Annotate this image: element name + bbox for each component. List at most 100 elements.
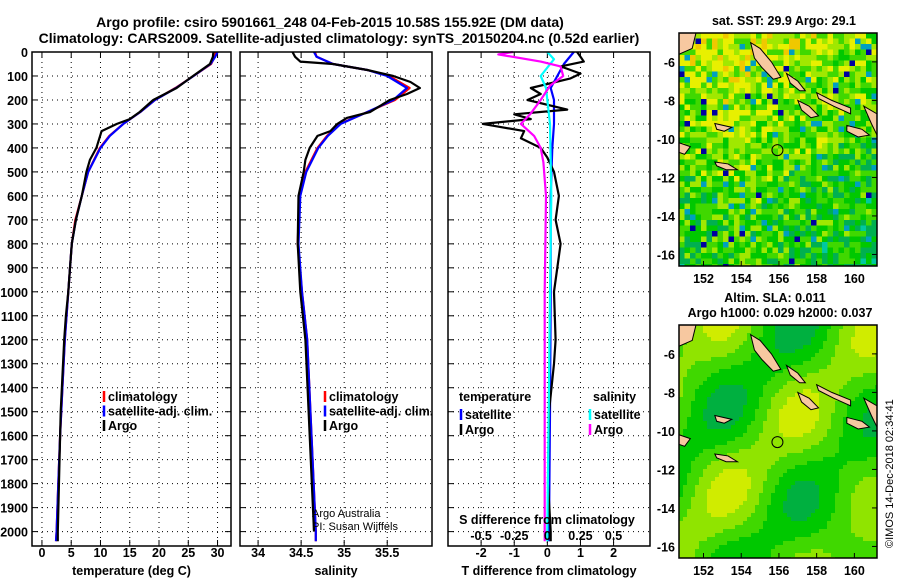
- map-cell: [794, 77, 800, 83]
- map-cell: [707, 461, 711, 465]
- map-cell: [739, 247, 745, 253]
- map-cell: [778, 159, 784, 165]
- map-cell: [863, 441, 867, 445]
- map-cell: [838, 176, 844, 182]
- map-cell: [803, 441, 807, 445]
- map-cell: [687, 473, 691, 477]
- map-cell: [728, 115, 734, 121]
- map-cell: [787, 433, 791, 437]
- map-cell: [706, 126, 712, 132]
- x-tick-label: 5: [68, 546, 75, 560]
- map-cell: [711, 393, 715, 397]
- map-cell: [871, 49, 877, 55]
- map-cell: [783, 93, 789, 99]
- map-cell: [743, 449, 747, 453]
- map-cell: [855, 121, 861, 127]
- map-cell: [794, 104, 800, 110]
- map-cell: [838, 170, 844, 176]
- map-cell: [807, 385, 811, 389]
- map-cell: [739, 529, 743, 533]
- map-cell: [855, 453, 859, 457]
- map-cell: [783, 325, 787, 329]
- map-cell: [827, 242, 833, 248]
- map-cell: [750, 187, 756, 193]
- map-cell: [771, 405, 775, 409]
- map-cell: [831, 513, 835, 517]
- map-cell: [791, 549, 795, 553]
- map-cell: [789, 60, 795, 66]
- map-cell: [851, 345, 855, 349]
- map-cell: [803, 429, 807, 433]
- map-cell: [712, 126, 718, 132]
- map-cell: [711, 349, 715, 353]
- map-cell: [715, 365, 719, 369]
- map-cell: [827, 493, 831, 497]
- map-cell: [763, 537, 767, 541]
- map-cell: [750, 214, 756, 220]
- map-cell: [795, 413, 799, 417]
- map-cell: [715, 421, 719, 425]
- map-cell: [751, 517, 755, 521]
- map-cell: [778, 181, 784, 187]
- map-cell: [712, 110, 718, 116]
- map-cell: [835, 345, 839, 349]
- map-cell: [756, 137, 762, 143]
- map-cell: [775, 393, 779, 397]
- map-cell: [778, 44, 784, 50]
- map-cell: [867, 381, 871, 385]
- map-cell: [775, 457, 779, 461]
- map-cell: [839, 373, 843, 377]
- map-cell: [823, 461, 827, 465]
- map-cell: [867, 549, 871, 553]
- map-cell: [787, 361, 791, 365]
- map-cell: [860, 115, 866, 121]
- map-cell: [816, 33, 822, 39]
- map-cell: [723, 477, 727, 481]
- map-cell: [819, 433, 823, 437]
- map-cell: [871, 176, 877, 182]
- map-cell: [833, 82, 839, 88]
- map-cell: [787, 533, 791, 537]
- map-cell: [811, 377, 815, 381]
- map-cell: [863, 329, 867, 333]
- series-line-temperature-satellite: [547, 51, 575, 542]
- map-cell: [815, 421, 819, 425]
- map-cell: [791, 481, 795, 485]
- map-cell: [715, 325, 719, 329]
- map-cell: [851, 329, 855, 333]
- map-cell: [763, 509, 767, 513]
- map-cell: [695, 203, 701, 209]
- lon-tick-label: 152: [693, 272, 714, 286]
- map-cell: [739, 71, 745, 77]
- lon-tick-label: 160: [844, 272, 865, 286]
- map-cell: [803, 333, 807, 337]
- map-cell: [827, 132, 833, 138]
- map-cell: [778, 242, 784, 248]
- map-cell: [779, 449, 783, 453]
- map-cell: [679, 505, 683, 509]
- map-cell: [687, 513, 691, 517]
- map-cell: [695, 397, 699, 401]
- map-cell: [866, 55, 872, 61]
- map-cell: [819, 337, 823, 341]
- map-cell: [827, 121, 833, 127]
- map-cell: [767, 493, 771, 497]
- map-cell: [679, 137, 685, 143]
- map-cell: [779, 421, 783, 425]
- map-cell: [717, 170, 723, 176]
- map-cell: [712, 55, 718, 61]
- map-cell: [739, 513, 743, 517]
- map-cell: [795, 433, 799, 437]
- map-cell: [756, 192, 762, 198]
- map-cell: [819, 409, 823, 413]
- map-cell: [819, 425, 823, 429]
- map-cell: [843, 469, 847, 473]
- map-cell: [815, 497, 819, 501]
- map-cell: [816, 99, 822, 105]
- map-cell: [743, 429, 747, 433]
- map-cell: [811, 373, 815, 377]
- map-cell: [756, 159, 762, 165]
- map-cell: [699, 329, 703, 333]
- map-cell: [771, 341, 775, 345]
- map-cell: [747, 345, 751, 349]
